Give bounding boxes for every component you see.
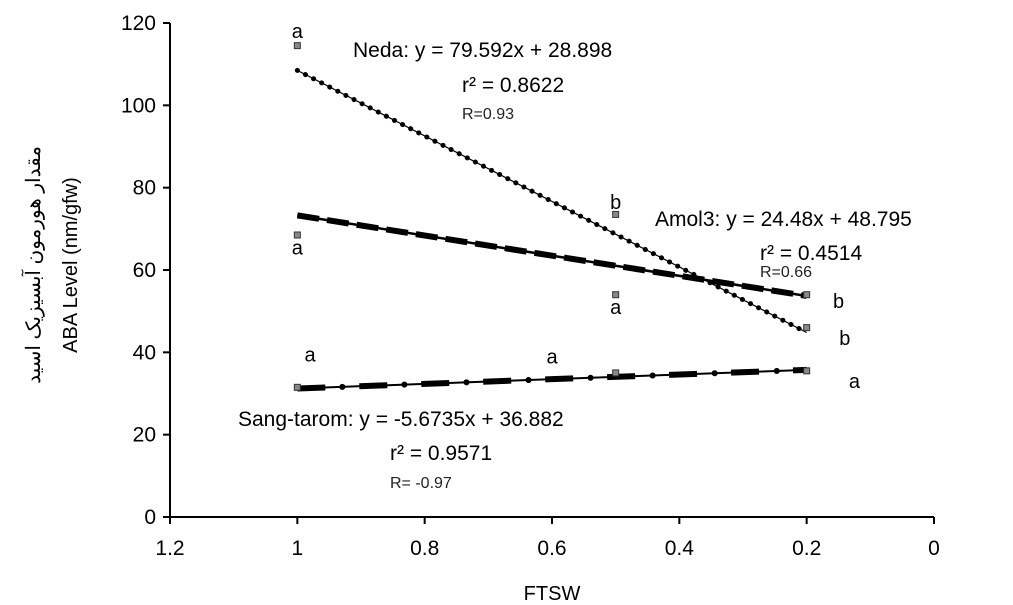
y-tick-label: 20 xyxy=(133,424,156,447)
neda-data-point xyxy=(612,210,620,218)
sang-tarom-annotation: Sang-tarom: y = -5.6735x + 36.882 r² = 0… xyxy=(238,408,564,492)
x-ticks: 1.2 1 0.8 0.6 0.4 0.2 0 xyxy=(155,517,940,560)
y-ticks: 0 20 40 60 80 100 120 xyxy=(121,12,170,529)
data-points xyxy=(293,42,811,391)
fit-lines xyxy=(294,67,810,392)
amol3-annotation: Amol3: y = 24.48x + 48.795 r² = 0.4514 R… xyxy=(655,208,912,281)
amol3-equation: Amol3: y = 24.48x + 48.795 xyxy=(655,208,912,231)
sang-tarom-significance-letter: a xyxy=(849,371,861,393)
neda-significance-letter: b xyxy=(839,328,850,350)
y-tick-label: 80 xyxy=(133,177,156,200)
x-tick-label: 0.8 xyxy=(410,537,439,560)
sang-tarom-r: R= -0.97 xyxy=(390,475,452,492)
neda-significance-letter: b xyxy=(610,192,621,214)
neda-equation: Neda: y = 79.592x + 28.898 xyxy=(353,39,612,62)
neda-significance-letter: a xyxy=(292,21,304,43)
sang-tarom-significance-letter: a xyxy=(305,344,317,366)
amol3-data-point xyxy=(803,291,811,299)
sang-tarom-data-point xyxy=(293,383,301,391)
y-tick-label: 120 xyxy=(121,12,156,35)
y-tick-label: 60 xyxy=(133,259,156,282)
y-tick-label: 100 xyxy=(121,94,156,117)
sang-tarom-equation: Sang-tarom: y = -5.6735x + 36.882 xyxy=(238,408,564,431)
x-tick-label: 1.2 xyxy=(155,537,184,560)
x-axis-title: FTSW xyxy=(524,583,581,605)
sang-tarom-data-point xyxy=(803,367,811,375)
amol3-data-point xyxy=(612,291,620,299)
neda-r2: r² = 0.8622 xyxy=(462,74,564,97)
x-tick-label: 0.6 xyxy=(537,537,566,560)
neda-r: R=0.93 xyxy=(462,106,514,123)
x-tick-label: 1 xyxy=(291,537,303,560)
sang-tarom-significance-letter: a xyxy=(546,346,558,368)
neda-fit-line xyxy=(297,69,807,334)
amol3-significance-letter: b xyxy=(833,291,844,313)
sang-tarom-r2: r² = 0.9571 xyxy=(390,442,492,465)
amol3-data-point xyxy=(293,231,301,239)
y-tick-label: 40 xyxy=(133,341,156,364)
neda-data-point xyxy=(803,324,811,332)
x-tick-label: 0.2 xyxy=(792,537,821,560)
x-tick-label: 0 xyxy=(928,537,940,560)
y-axis-title-persian: مقدار هورمون آبسیزیک اسید xyxy=(21,146,45,384)
x-tick-label: 0.4 xyxy=(665,537,695,560)
sang-tarom-fit-dashes xyxy=(297,366,807,392)
y-tick-label: 0 xyxy=(144,506,156,529)
amol3-significance-letter: a xyxy=(610,297,622,319)
amol3-fit-dashes xyxy=(296,212,808,299)
amol3-significance-letter: a xyxy=(292,237,304,259)
axes xyxy=(169,23,934,518)
amol3-r2: r² = 0.4514 xyxy=(760,242,862,265)
y-axis-title: ABA Level (nm/gfw) xyxy=(60,177,82,353)
sang-tarom-data-point xyxy=(612,369,620,377)
neda-annotation: Neda: y = 79.592x + 28.898 r² = 0.8622 R… xyxy=(353,39,612,123)
neda-data-point xyxy=(293,42,301,50)
amol3-r: R=0.66 xyxy=(760,264,812,281)
